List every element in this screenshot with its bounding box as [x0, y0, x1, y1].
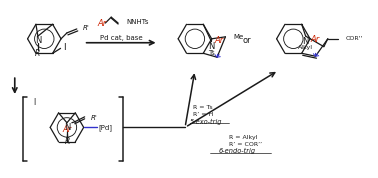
Text: I: I [33, 98, 36, 107]
Text: R: R [64, 137, 70, 146]
Text: [Pd]: [Pd] [98, 124, 112, 131]
Text: 6-endo-trig: 6-endo-trig [218, 148, 256, 154]
Text: N: N [64, 123, 70, 132]
Text: I: I [64, 43, 66, 52]
Text: COR'': COR'' [345, 36, 363, 41]
Text: NNHTs: NNHTs [127, 19, 149, 25]
Text: R’ = H: R’ = H [193, 112, 213, 117]
Text: Ar: Ar [311, 35, 320, 44]
Text: Pd cat, base: Pd cat, base [100, 35, 143, 41]
Text: or: or [243, 36, 251, 45]
Text: R: R [35, 49, 40, 58]
Text: N: N [208, 42, 215, 51]
Text: 5-exo-trig: 5-exo-trig [190, 118, 223, 125]
Text: Ar: Ar [62, 125, 71, 134]
Text: Ts: Ts [208, 50, 215, 56]
Text: Ar: Ar [214, 36, 224, 45]
Text: R': R' [83, 25, 90, 31]
Text: R = Ts: R = Ts [193, 105, 212, 110]
Text: R = Alkyl: R = Alkyl [229, 135, 258, 140]
Text: Alkyl: Alkyl [298, 45, 313, 50]
Text: Me: Me [233, 34, 243, 40]
Text: Ar: Ar [98, 19, 107, 28]
Text: N: N [35, 36, 41, 44]
Text: R’ = COR’’: R’ = COR’’ [229, 142, 262, 147]
Text: R': R' [91, 115, 97, 121]
Text: N: N [302, 36, 309, 46]
